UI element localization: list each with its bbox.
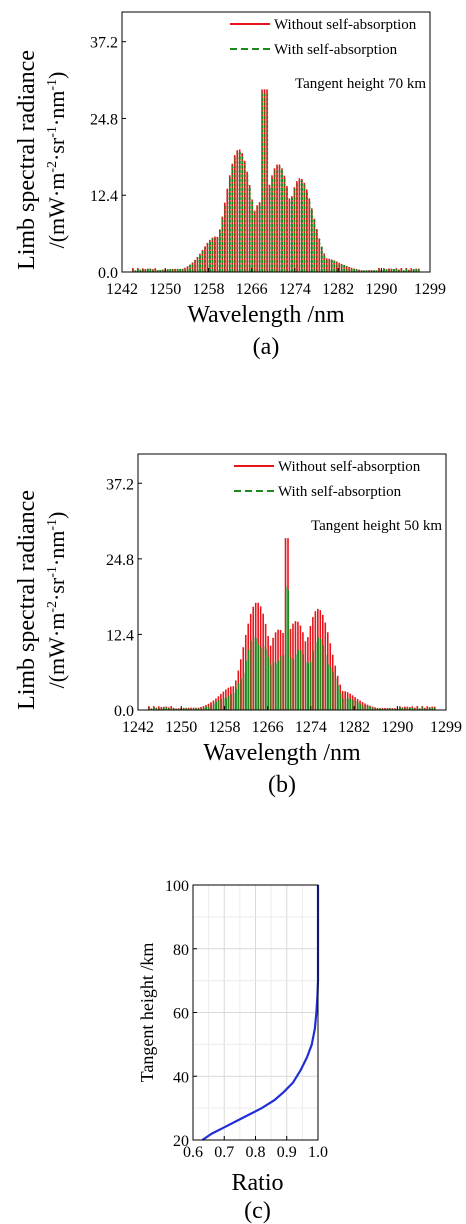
unit-part: /(mW·m [44, 613, 69, 689]
legend: Without self-absorption With self-absorpt… [230, 17, 417, 58]
tangent-height-annotation: Tangent height 70 km [295, 76, 426, 92]
y-tick-label: 37.2 [106, 476, 134, 493]
x-tick-label: 1258 [208, 719, 240, 736]
y-tick-label: 37.2 [90, 35, 118, 52]
spectrum-panel-b: 1242 1250 1258 1266 1274 1282 1290 1299 0.0 12.4 2… [14, 453, 462, 798]
series-without-self-absorption [148, 538, 436, 710]
series-with-self-absorption [148, 586, 436, 710]
unit-superscript: -2 [45, 161, 60, 173]
x-axis-label: Wavelength /nm [187, 302, 345, 328]
panel-label: (b) [268, 772, 296, 798]
panel-label: (a) [253, 334, 280, 360]
unit-part: ·nm [44, 91, 69, 126]
x-tick-label: 0.6 [183, 1144, 203, 1161]
y-axis-label-line1: Limb spectral radiance [14, 490, 40, 710]
x-tick-label: 1242 [122, 719, 154, 736]
x-tick-label: 1258 [192, 281, 224, 298]
y-axis-label: Tangent height /km [137, 943, 157, 1083]
series-without-self-absorption [132, 89, 420, 272]
y-axis-label-line1: Limb spectral radiance [14, 50, 40, 270]
plot-frame [121, 11, 431, 273]
x-tick-label: 0.7 [214, 1144, 234, 1161]
unit-superscript: -1 [45, 79, 60, 91]
y-tick-label: 20 [173, 1133, 189, 1150]
panel-label: (c) [244, 1198, 271, 1224]
y-tick-label: 12.4 [90, 188, 118, 205]
legend-label: Without self-absorption [274, 17, 417, 33]
y-axis-label-line2: /(mW·m-2·sr-1·nm-1) [44, 72, 69, 249]
y-tick-label: 0.0 [98, 265, 118, 282]
x-tick-label: 1266 [252, 719, 284, 736]
x-tick-label: 1242 [106, 281, 138, 298]
x-tick-label: 1290 [365, 281, 397, 298]
x-tick-label: 1282 [322, 281, 354, 298]
unit-part: ·nm [44, 531, 69, 566]
x-tick-label: 1290 [381, 719, 413, 736]
x-tick-label: 1266 [236, 281, 268, 298]
y-axis-label-line2: /(mW·m-2·sr-1·nm-1) [44, 512, 69, 689]
unit-part: ) [44, 72, 69, 79]
y-tick-label: 80 [173, 942, 189, 959]
unit-superscript: -1 [45, 519, 60, 531]
unit-part: ·sr [44, 137, 69, 161]
x-tick-label: 1.0 [308, 1144, 328, 1161]
x-tick-label: 1282 [338, 719, 370, 736]
x-tick-label: 1274 [295, 719, 327, 736]
ratio-panel-c: 0.6 0.7 0.8 0.9 1.0 20 40 60 80 100 Ratio Tangent h… [137, 878, 328, 1224]
unit-part: ) [44, 512, 69, 519]
grid [192, 884, 319, 1141]
x-tick-label: 0.8 [246, 1144, 266, 1161]
y-tick-label: 100 [165, 878, 189, 895]
y-tick-label: 24.8 [90, 111, 118, 128]
legend-label: With self-absorption [274, 42, 398, 58]
y-tick-label: 24.8 [106, 552, 134, 569]
x-tick-label: 1250 [165, 719, 197, 736]
unit-part: /(mW·m [44, 173, 69, 249]
y-tick-label: 40 [173, 1069, 189, 1086]
spectral-lines [148, 538, 436, 710]
unit-superscript: -1 [45, 566, 60, 578]
legend-label: Without self-absorption [278, 459, 421, 475]
x-tick-label: 0.9 [277, 1144, 297, 1161]
unit-superscript: -2 [45, 601, 60, 613]
y-tick-label: 60 [173, 1006, 189, 1023]
x-tick-label: 1299 [414, 281, 446, 298]
legend-label: With self-absorption [278, 484, 402, 500]
x-axis-label: Wavelength /nm [203, 740, 361, 766]
x-tick-label: 1250 [149, 281, 181, 298]
legend: Without self-absorption With self-absorpt… [234, 459, 421, 500]
y-tick-label: 12.4 [106, 627, 134, 644]
x-axis-label: Ratio [232, 1170, 284, 1196]
series-with-self-absorption [132, 93, 420, 272]
y-tick-label: 0.0 [114, 703, 134, 720]
tangent-height-annotation: Tangent height 50 km [311, 518, 442, 534]
unit-part: ·sr [44, 577, 69, 601]
spectrum-panel-a: 1242 1250 1258 1266 1274 1282 1290 1299 0.0 12.4 2… [14, 11, 446, 360]
unit-superscript: -1 [45, 126, 60, 138]
x-tick-label: 1299 [430, 719, 462, 736]
spectral-lines [132, 89, 420, 272]
plot-frame [137, 453, 447, 711]
x-tick-label: 1274 [279, 281, 311, 298]
